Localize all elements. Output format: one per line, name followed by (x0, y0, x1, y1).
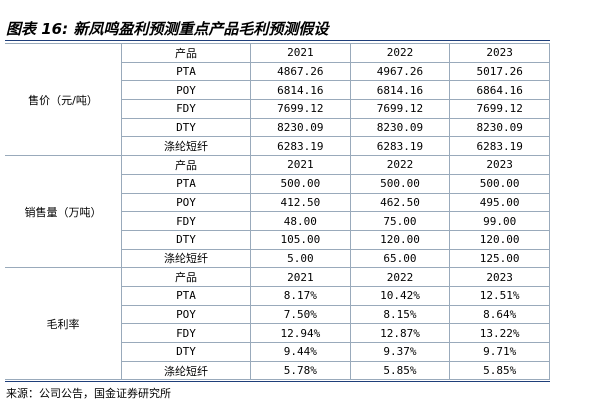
cell: 8230.09 (250, 117, 351, 138)
cell: 48.00 (250, 211, 351, 231)
data-row: POY 412.50 462.50 495.00 (5, 192, 550, 213)
cell: DTY (121, 229, 251, 250)
header-cell: 2021 (250, 43, 351, 63)
cell: 5.78% (250, 360, 351, 381)
cell: 7699.12 (449, 99, 550, 119)
group-label: 毛利率 (5, 267, 122, 381)
cell: POY (121, 304, 251, 325)
header-cell: 2021 (250, 155, 351, 175)
header-cell: 产品 (121, 267, 251, 287)
cell: 涤纶短纤 (121, 248, 251, 269)
cell: FDY (121, 211, 251, 231)
cell: 12.94% (250, 323, 351, 343)
cell: 6814.16 (250, 80, 351, 101)
data-row: 涤纶短纤 5.78% 5.85% 5.85% (5, 360, 550, 381)
cell: 8.15% (349, 304, 451, 325)
cell: 75.00 (349, 211, 451, 231)
data-row: POY 7.50% 8.15% 8.64% (5, 304, 550, 325)
cell: 8.64% (449, 304, 550, 325)
cell: 8230.09 (449, 117, 550, 138)
cell: 6283.19 (449, 136, 550, 157)
cell: PTA (121, 285, 251, 306)
cell: 9.44% (250, 342, 351, 362)
cell: 8230.09 (349, 117, 451, 138)
header-row: 售价（元/吨） 产品 2021 2022 2023 (5, 42, 550, 157)
cell: 120.00 (449, 229, 550, 250)
cell: 5.85% (449, 360, 550, 381)
data-row: FDY 7699.12 7699.12 7699.12 (5, 99, 550, 119)
cell: 4867.26 (250, 61, 351, 82)
cell: 7699.12 (349, 99, 451, 119)
cell: 涤纶短纤 (121, 136, 251, 157)
cell: 500.00 (449, 173, 550, 194)
title-rule (5, 40, 550, 41)
header-cell: 产品 (121, 155, 251, 175)
cell: 5.85% (349, 360, 451, 381)
cell: 6283.19 (349, 136, 451, 157)
header-cell: 2022 (349, 267, 451, 287)
header-row: 销售量（万吨） 产品 2021 2022 2023 (5, 155, 550, 269)
table: 售价（元/吨） 产品 2021 2022 2023 PTA 4867.26 4967.26 50… (5, 42, 550, 381)
cell: 5017.26 (449, 61, 550, 82)
group-label: 售价（元/吨） (5, 42, 122, 157)
cell: 65.00 (349, 248, 451, 269)
cell: DTY (121, 117, 251, 138)
data-row: DTY 8230.09 8230.09 8230.09 (5, 117, 550, 138)
cell: DTY (121, 342, 251, 362)
cell: 12.51% (449, 285, 550, 306)
cell: 500.00 (349, 173, 451, 194)
cell: 6814.16 (349, 80, 451, 101)
cell: 99.00 (449, 211, 550, 231)
group-label: 销售量（万吨） (5, 155, 122, 269)
cell: 12.87% (349, 323, 451, 343)
header-cell: 2023 (449, 155, 550, 175)
cell: 5.00 (250, 248, 351, 269)
cell: 462.50 (349, 192, 451, 213)
cell: 120.00 (349, 229, 451, 250)
cell: 4967.26 (349, 61, 451, 82)
data-row: DTY 9.44% 9.37% 9.71% (5, 342, 550, 362)
cell: PTA (121, 61, 251, 82)
cell: 412.50 (250, 192, 351, 213)
cell: FDY (121, 99, 251, 119)
header-cell: 2023 (449, 43, 550, 63)
cell: 125.00 (449, 248, 550, 269)
header-cell: 2023 (449, 267, 550, 287)
header-cell: 2022 (349, 155, 451, 175)
header-row: 毛利率 产品 2021 2022 2023 (5, 267, 550, 381)
cell: 6283.19 (250, 136, 351, 157)
cell: 13.22% (449, 323, 550, 343)
cell: 105.00 (250, 229, 351, 250)
cell: POY (121, 192, 251, 213)
cell: 6864.16 (449, 80, 550, 101)
cell: 7.50% (250, 304, 351, 325)
title: 图表 16: 新凤鸣盈利预测重点产品毛利预测假设 (6, 20, 329, 38)
cell: 10.42% (349, 285, 451, 306)
bottom-rule (5, 381, 550, 382)
data-row: 涤纶短纤 6283.19 6283.19 6283.19 (5, 136, 550, 157)
data-row: DTY 105.00 120.00 120.00 (5, 229, 550, 250)
data-row: 涤纶短纤 5.00 65.00 125.00 (5, 248, 550, 269)
cell: 8.17% (250, 285, 351, 306)
cell: 500.00 (250, 173, 351, 194)
cell: POY (121, 80, 251, 101)
cell: PTA (121, 173, 251, 194)
cell: 9.37% (349, 342, 451, 362)
cell: FDY (121, 323, 251, 343)
source: 来源：公司公告，国金证券研究所 (6, 387, 171, 400)
cell: 7699.12 (250, 99, 351, 119)
header-cell: 2021 (250, 267, 351, 287)
header-cell: 2022 (349, 43, 451, 63)
data-row: PTA 500.00 500.00 500.00 (5, 173, 550, 194)
cell: 涤纶短纤 (121, 360, 251, 381)
header-cell: 产品 (121, 43, 251, 63)
cell: 495.00 (449, 192, 550, 213)
cell: 9.71% (449, 342, 550, 362)
